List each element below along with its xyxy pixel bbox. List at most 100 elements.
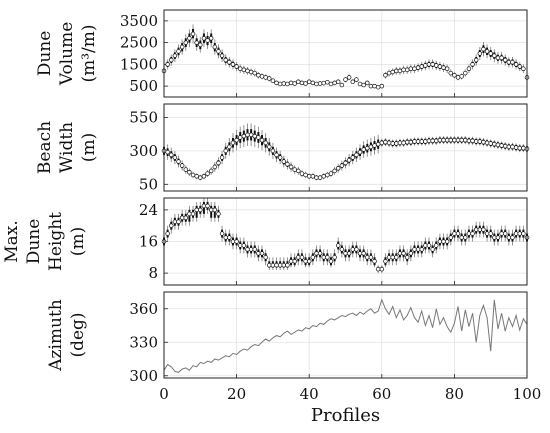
box-12 <box>205 170 210 178</box>
box-92 <box>495 51 501 64</box>
median-point <box>263 255 268 260</box>
median-point <box>245 247 250 252</box>
median-point <box>303 172 308 178</box>
box-55 <box>361 141 366 158</box>
median-point <box>237 135 243 140</box>
box-92 <box>495 140 501 149</box>
median-point <box>444 239 450 244</box>
median-point <box>241 67 247 73</box>
median-point <box>346 251 352 256</box>
box-96 <box>510 56 515 68</box>
box-25 <box>252 69 258 77</box>
box-60 <box>379 265 385 274</box>
median-point <box>190 211 196 217</box>
box-64 <box>394 249 399 266</box>
median-point <box>510 235 515 240</box>
median-point <box>510 144 515 150</box>
median-point <box>332 80 337 86</box>
median-point <box>335 79 341 85</box>
median-point <box>350 247 356 252</box>
median-point <box>183 167 189 172</box>
median-point <box>205 171 210 176</box>
median-point <box>444 137 450 143</box>
box-36 <box>292 253 297 268</box>
box-14 <box>212 39 218 55</box>
box-61 <box>383 253 388 268</box>
box-88 <box>481 138 486 147</box>
median-point <box>441 65 446 70</box>
box-90 <box>488 225 493 242</box>
box-91 <box>492 229 497 246</box>
y-tick-label-1: 330 <box>129 333 158 351</box>
median-point <box>513 145 519 150</box>
y-tick-label-1: 16 <box>139 233 158 251</box>
median-point <box>415 139 421 144</box>
median-point <box>452 72 457 78</box>
median-point <box>219 155 225 160</box>
box-47 <box>332 80 337 86</box>
box-19 <box>230 59 236 70</box>
median-point <box>495 55 501 61</box>
box-69 <box>412 64 417 74</box>
box-73 <box>426 59 432 70</box>
median-point <box>455 75 461 80</box>
median-point <box>270 78 276 83</box>
median-point <box>230 239 236 244</box>
median-point <box>434 243 439 248</box>
box-17 <box>223 54 228 66</box>
median-point <box>165 231 170 236</box>
median-point <box>404 255 410 260</box>
median-point <box>169 57 174 63</box>
box-75 <box>434 60 439 71</box>
box-17 <box>223 229 228 246</box>
x-tick-label-0: 0 <box>159 385 169 403</box>
median-point <box>306 79 312 85</box>
box-5 <box>179 39 185 55</box>
box-72 <box>423 137 428 146</box>
box-91 <box>492 140 497 149</box>
box-1 <box>165 144 170 160</box>
median-point <box>394 68 399 74</box>
median-point <box>502 57 508 63</box>
box-31 <box>274 147 279 163</box>
box-58 <box>372 83 377 89</box>
median-point <box>256 72 261 78</box>
box-56 <box>365 80 370 86</box>
box-76 <box>437 233 443 250</box>
median-point <box>277 81 283 87</box>
box-9 <box>194 173 199 180</box>
median-point <box>379 140 385 146</box>
median-point <box>368 83 374 89</box>
median-point <box>517 64 522 69</box>
box-69 <box>412 241 417 258</box>
median-point <box>361 147 366 152</box>
y-axis-label-line-1: Beach <box>35 121 55 174</box>
median-point <box>252 70 258 76</box>
box-53 <box>354 241 359 258</box>
box-97 <box>513 143 519 152</box>
median-point <box>452 137 457 143</box>
median-point <box>346 75 352 80</box>
box-1 <box>165 59 170 70</box>
box-35 <box>288 80 294 86</box>
median-point <box>437 137 443 143</box>
y-tick-label-2: 2500 <box>120 34 158 52</box>
median-point <box>335 243 341 248</box>
box-2 <box>169 54 174 66</box>
median-point <box>339 163 345 168</box>
median-point <box>484 49 490 54</box>
box-20 <box>234 129 239 151</box>
box-28 <box>263 249 268 266</box>
median-point <box>492 235 497 240</box>
median-point <box>288 259 294 264</box>
y-tick-label-2: 550 <box>129 108 158 126</box>
box-94 <box>502 142 508 151</box>
median-point <box>502 143 508 149</box>
median-point <box>292 259 297 264</box>
box-38 <box>299 249 305 266</box>
median-point <box>499 231 504 236</box>
axes-frame <box>163 197 528 286</box>
median-point <box>386 140 392 146</box>
box-30 <box>270 142 276 159</box>
box-48 <box>335 79 341 85</box>
